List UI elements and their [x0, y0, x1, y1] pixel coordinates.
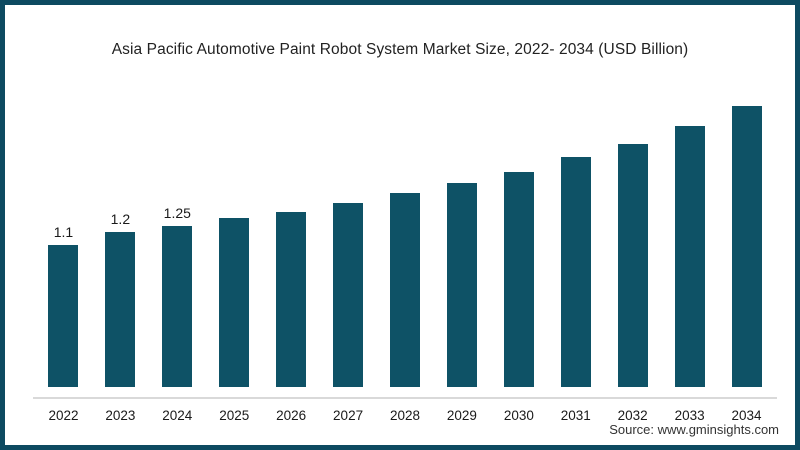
bar-2025: [219, 218, 250, 387]
x-tick-2023: 2023: [105, 408, 136, 423]
bar-column-2025: [206, 87, 263, 387]
x-tick-2028: 2028: [389, 408, 421, 423]
bar-column-2034: [718, 87, 775, 387]
x-tick-2022: 2022: [48, 408, 79, 423]
x-tick-2026: 2026: [276, 408, 307, 423]
chart-title: Asia Pacific Automotive Paint Robot Syst…: [111, 41, 689, 58]
bar-2034: [731, 106, 762, 387]
x-tick-2032: 2032: [617, 408, 648, 423]
bar-column-2033: [661, 87, 718, 387]
x-tick-2034: 2034: [731, 408, 762, 423]
plot-area: 1.1 1.2 1.25: [35, 87, 775, 387]
bar-2026: [276, 212, 307, 387]
bar-2028: [389, 193, 420, 387]
bar-2024: [162, 226, 193, 387]
x-tick-2030: 2030: [503, 408, 534, 423]
bar-value-label: 1.1: [53, 224, 74, 240]
bar-2029: [446, 183, 477, 387]
x-tick-2024: 2024: [162, 408, 193, 423]
bar-2033: [674, 126, 705, 387]
x-axis-labels: 2022 2023 2024 2025 2026 2027 2028 2029 2030 2031…: [35, 408, 775, 423]
bar-value-label: 1.25: [163, 205, 191, 221]
bar-column-2030: [490, 87, 547, 387]
source-note: Source: www.gminsights.com: [609, 422, 779, 437]
bar-column-2024: 1.25: [149, 87, 206, 387]
bar-column-2026: [263, 87, 320, 387]
x-tick-2025: 2025: [219, 408, 250, 423]
bar-column-2022: 1.1: [35, 87, 92, 387]
x-tick-2031: 2031: [560, 408, 591, 423]
bar-value-label: 1.2: [110, 211, 131, 227]
x-tick-2029: 2029: [446, 408, 477, 423]
bar-column-2027: [320, 87, 377, 387]
bar-column-2029: [433, 87, 490, 387]
x-tick-2033: 2033: [674, 408, 705, 423]
bar-column-2023: 1.2: [92, 87, 149, 387]
bar-2030: [503, 172, 534, 387]
x-tick-2027: 2027: [333, 408, 364, 423]
bar-2023: [105, 232, 136, 387]
bar-column-2031: [547, 87, 604, 387]
bar-column-2032: [604, 87, 661, 387]
x-axis-line: [33, 397, 777, 399]
bar-2031: [560, 157, 591, 387]
bar-2027: [333, 203, 364, 387]
bar-column-2028: [377, 87, 434, 387]
bar-2032: [617, 144, 648, 387]
bar-2022: [48, 245, 79, 387]
